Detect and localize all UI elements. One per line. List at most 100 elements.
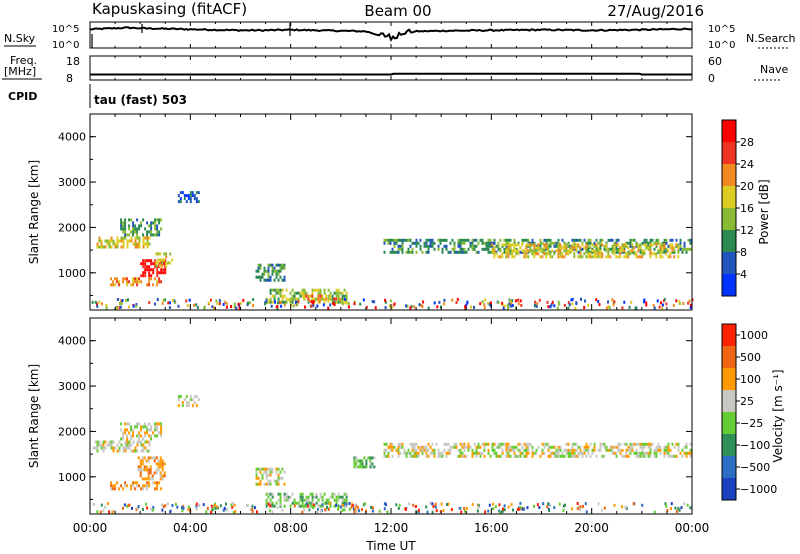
data-cell xyxy=(140,221,143,225)
data-cell xyxy=(505,249,508,253)
data-cell xyxy=(136,236,139,240)
data-cell xyxy=(301,510,304,514)
data-cell xyxy=(527,255,530,259)
data-cell xyxy=(337,288,340,292)
data-cell xyxy=(443,302,446,306)
data-cell xyxy=(663,448,666,452)
data-cell xyxy=(577,454,580,458)
data-cell xyxy=(429,451,432,455)
data-cell xyxy=(269,278,272,282)
data-cell xyxy=(525,451,528,455)
data-cell xyxy=(341,297,344,301)
data-cell xyxy=(148,280,151,284)
data-cell xyxy=(576,507,579,511)
data-cell xyxy=(309,504,312,508)
data-cell xyxy=(598,303,601,307)
data-cell xyxy=(683,244,686,248)
data-cell xyxy=(265,476,268,480)
data-cell xyxy=(688,299,691,303)
data-cell xyxy=(409,244,412,248)
data-cell xyxy=(641,503,644,507)
data-cell xyxy=(671,442,674,446)
data-cell xyxy=(553,506,556,510)
data-cell xyxy=(309,506,312,510)
data-cell xyxy=(561,252,564,256)
data-cell xyxy=(149,468,152,472)
data-cell xyxy=(483,241,486,245)
data-cell xyxy=(159,456,162,460)
data-cell xyxy=(185,194,188,198)
data-cell xyxy=(130,437,133,441)
data-cell xyxy=(113,509,116,513)
data-cell xyxy=(659,445,662,449)
data-cell xyxy=(519,451,522,455)
data-cell xyxy=(491,442,494,446)
data-cell xyxy=(678,302,681,305)
data-cell xyxy=(585,249,588,253)
data-cell xyxy=(287,495,290,499)
data-cell xyxy=(447,502,450,506)
data-cell xyxy=(154,227,157,231)
data-cell xyxy=(525,454,528,458)
data-cell xyxy=(655,252,658,256)
data-cell xyxy=(621,243,624,247)
data-cell xyxy=(399,445,402,449)
data-cell xyxy=(265,470,268,474)
data-cell xyxy=(413,454,416,458)
data-cell xyxy=(233,503,236,507)
data-cell xyxy=(277,476,280,480)
data-cell xyxy=(164,504,167,508)
data-cell xyxy=(105,304,108,307)
data-cell xyxy=(401,238,404,242)
data-cell xyxy=(593,241,596,245)
data-cell xyxy=(215,299,218,303)
data-cell xyxy=(547,246,550,250)
y-tick-label: 1000 xyxy=(58,267,86,280)
data-cell xyxy=(307,300,310,304)
data-cell xyxy=(433,247,436,251)
data-cell xyxy=(219,504,222,508)
data-cell xyxy=(279,275,282,279)
data-cell xyxy=(653,510,656,514)
data-cell xyxy=(311,291,314,295)
data-cell xyxy=(547,445,550,449)
data-cell xyxy=(607,448,610,452)
data-cell xyxy=(471,503,474,506)
data-cell xyxy=(613,451,616,455)
data-cell xyxy=(277,492,280,496)
data-cell xyxy=(195,191,198,195)
data-cell xyxy=(222,508,225,512)
data-cell xyxy=(493,448,496,452)
data-cell xyxy=(529,442,532,446)
data-cell xyxy=(611,249,614,253)
data-cell xyxy=(643,442,646,446)
data-cell xyxy=(119,305,122,309)
nsky-label: N.Sky xyxy=(4,32,36,45)
data-cell xyxy=(510,503,513,507)
data-cell xyxy=(142,233,145,237)
data-cell xyxy=(615,247,618,251)
data-cell xyxy=(297,297,300,301)
data-cell xyxy=(621,249,624,253)
data-cell xyxy=(456,297,459,301)
colorbar-tick-label: 25 xyxy=(740,395,754,408)
data-cell xyxy=(397,238,400,242)
data-cell xyxy=(279,266,282,270)
data-cell xyxy=(667,249,670,253)
data-cell xyxy=(629,244,632,248)
data-cell xyxy=(142,449,145,453)
data-cell xyxy=(421,445,424,449)
data-cell xyxy=(461,250,464,254)
data-cell xyxy=(493,241,496,245)
data-cell xyxy=(587,448,590,452)
data-cell xyxy=(519,442,522,446)
data-cell xyxy=(531,445,534,449)
data-cell xyxy=(161,465,164,469)
data-cell xyxy=(525,249,528,253)
data-cell xyxy=(629,249,632,253)
data-cell xyxy=(124,446,127,450)
data-cell xyxy=(347,302,350,305)
data-cell xyxy=(283,495,286,499)
data-cell xyxy=(593,445,596,449)
data-cell xyxy=(122,449,125,453)
